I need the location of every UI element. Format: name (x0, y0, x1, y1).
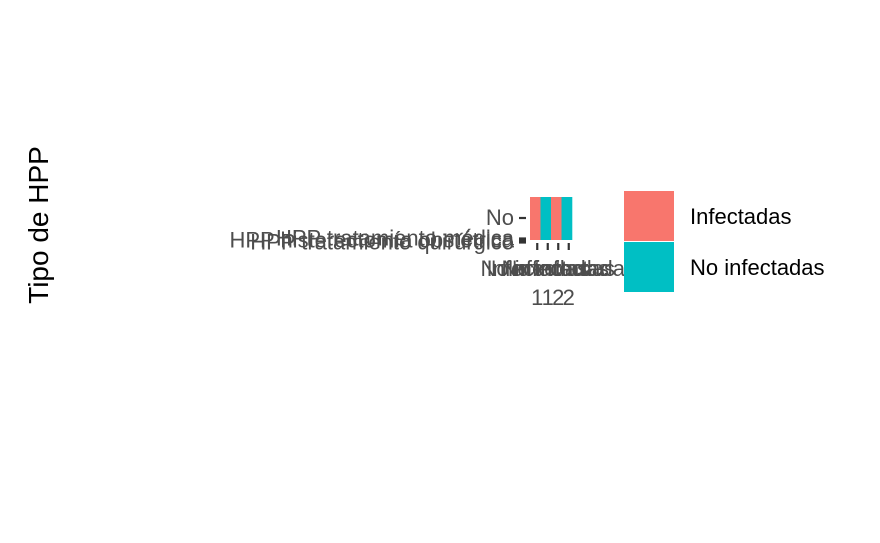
legend-swatch (624, 191, 674, 241)
x-axis: Infectadas 1 No infectadas 1 Infectadas 2 No i… (480, 243, 636, 310)
heatmap-cell (551, 197, 562, 240)
x-tick-label-line2: 2 (552, 285, 564, 310)
x-tick-label: Infectadas (507, 256, 609, 281)
x-tick-label: No infectadas (480, 256, 615, 281)
legend-label: No infectadas (690, 255, 825, 280)
x-tick-label-line2: 1 (531, 285, 543, 310)
x-tick-label: Infectadas (486, 256, 588, 281)
legend: Infectadas No infectadas (624, 191, 825, 292)
y-tick-label: HPP histerectomía obstétrica (230, 228, 515, 253)
heatmap-cell (540, 197, 552, 240)
y-tick-label: HPP tratamiento médica (276, 226, 515, 251)
x-tick-label-line2: 2 (563, 285, 575, 310)
heatmap-cell (561, 197, 573, 240)
y-axis-title: Tipo de HPP (23, 146, 54, 304)
legend-swatch (624, 242, 674, 292)
y-tick-label: HPP tratamiento quirúrgico (250, 230, 514, 255)
y-tick-label: No (486, 205, 514, 230)
x-tick-label: No infectadas (501, 256, 636, 281)
plot-panel (530, 197, 573, 240)
heatmap-cell (530, 197, 541, 240)
legend-label: Infectadas (690, 204, 792, 229)
x-tick-label-line2: 1 (542, 285, 554, 310)
